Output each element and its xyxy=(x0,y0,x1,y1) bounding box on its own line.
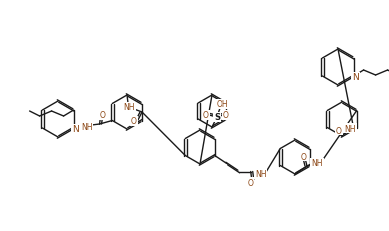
Text: O: O xyxy=(301,152,307,161)
Text: O: O xyxy=(203,111,209,120)
Text: NH: NH xyxy=(311,159,323,168)
Text: O: O xyxy=(223,111,229,120)
Text: O: O xyxy=(336,126,342,135)
Text: NH: NH xyxy=(81,122,92,131)
Text: N: N xyxy=(72,125,79,134)
Text: S: S xyxy=(214,113,220,122)
Text: O: O xyxy=(131,117,137,126)
Text: NH: NH xyxy=(255,169,266,178)
Text: NH: NH xyxy=(344,124,356,133)
Text: OH: OH xyxy=(216,100,228,109)
Text: O: O xyxy=(100,111,105,120)
Text: NH: NH xyxy=(123,103,135,112)
Text: O: O xyxy=(248,178,254,187)
Text: N: N xyxy=(352,73,359,82)
